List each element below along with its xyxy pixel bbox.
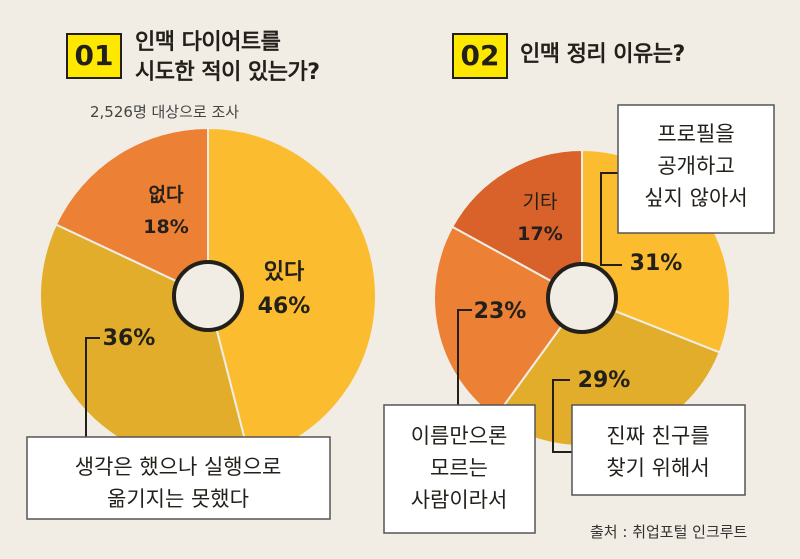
slice-value-profile: 31% xyxy=(630,251,683,276)
question-title-01-line2: 시도한 적이 있는가? xyxy=(135,60,320,85)
leader-line-real-friend xyxy=(552,379,572,453)
slice-label-no: 없다 xyxy=(149,184,184,206)
chart-left: 있다 46% 없다 18% 36% xyxy=(39,126,377,465)
question-title-01-line1: 인맥 다이어트를 xyxy=(135,30,281,55)
question-title-02: 인맥 정리 이유는? xyxy=(520,42,685,67)
slice-value-real-friend: 29% xyxy=(578,368,631,393)
callout-stranger-line3: 사람이라서 xyxy=(411,488,508,512)
slice-value-no: 18% xyxy=(143,216,188,238)
callout-box-profile xyxy=(617,104,775,234)
slice-label-yes: 있다 xyxy=(264,260,305,285)
leader-line-profile xyxy=(600,172,622,266)
callout-real-friend-line1: 진짜 친구를 xyxy=(606,424,709,448)
slice-label-etc: 기타 xyxy=(523,191,558,213)
callout-considered-line1: 생각은 했으나 실행으로 xyxy=(75,455,282,479)
donut-hole-left xyxy=(172,260,244,332)
question-badge-01: 01 xyxy=(66,33,122,79)
callout-box-real-friend xyxy=(571,404,746,496)
slice-value-considered: 36% xyxy=(103,326,156,351)
slice-4 xyxy=(450,148,583,300)
slice-3 xyxy=(54,126,209,298)
slice-1 xyxy=(207,126,377,460)
callout-box-considered xyxy=(26,436,331,520)
callout-real-friend-line2: 찾기 위해서 xyxy=(606,456,709,480)
survey-subtitle: 2,526명 대상으로 조사 xyxy=(90,103,240,121)
donut-hole-right xyxy=(546,262,618,334)
callout-stranger-line1: 이름만으론 xyxy=(411,424,508,448)
source-note: 출처 : 취업포털 인크루트 xyxy=(590,523,748,541)
slice-value-yes: 46% xyxy=(258,294,311,319)
slice-value-etc: 17% xyxy=(517,223,562,245)
callout-stranger-line2: 모르는 xyxy=(430,456,488,480)
question-badge-02: 02 xyxy=(452,33,508,79)
callout-profile-line2: 공개하고 xyxy=(657,154,734,178)
callout-considered-line2: 옮기지는 못했다 xyxy=(107,487,249,511)
callout-profile-line3: 싶지 않아서 xyxy=(644,186,747,210)
slice-3 xyxy=(433,225,584,420)
callout-profile-line1: 프로필을 xyxy=(657,122,734,146)
question-title-01: 인맥 다이어트를 시도한 적이 있는가? xyxy=(135,28,320,88)
slice-value-stranger: 23% xyxy=(474,299,527,324)
leader-line-stranger xyxy=(457,309,472,405)
callout-box-stranger xyxy=(383,404,536,534)
leader-line-considered xyxy=(85,337,100,438)
